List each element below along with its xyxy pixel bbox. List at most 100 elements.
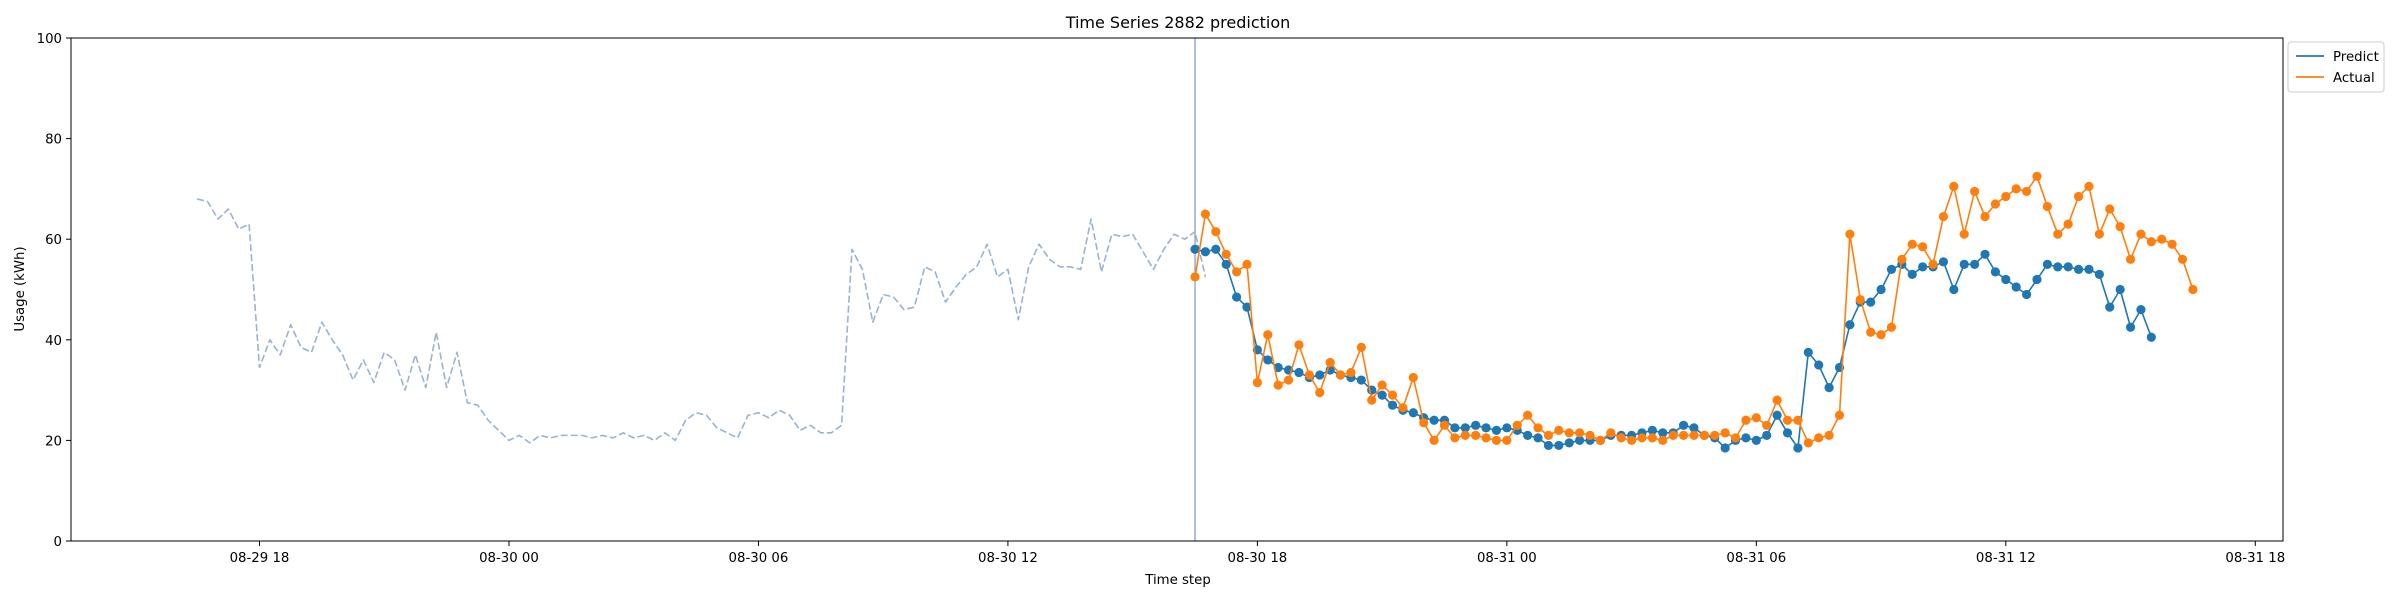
data-point-actual — [2042, 201, 2052, 212]
data-point-predict — [1315, 370, 1325, 380]
data-point-predict — [2063, 262, 2073, 272]
data-point-predict — [2053, 262, 2063, 272]
data-point-actual — [1419, 418, 1429, 428]
data-point-predict — [1824, 382, 1834, 393]
data-point-predict — [1689, 423, 1699, 433]
x-tick-label: 08-31 00 — [1477, 551, 1537, 566]
data-point-predict — [1294, 367, 1304, 378]
data-point-predict — [1356, 375, 1366, 385]
data-point-actual — [1741, 415, 1751, 425]
data-point-predict — [1741, 433, 1751, 443]
y-tick-label: 40 — [45, 334, 62, 349]
data-point-actual — [1377, 380, 1387, 390]
data-point-predict — [1575, 435, 1585, 445]
data-point-actual — [1533, 423, 1543, 433]
data-point-predict — [1772, 410, 1782, 420]
data-point-actual — [2032, 171, 2042, 181]
data-point-actual — [1398, 403, 1408, 413]
data-point-actual — [1325, 357, 1335, 368]
data-point-actual — [1866, 327, 1876, 337]
legend-label-predict: Predict — [2333, 50, 2379, 65]
data-point-actual — [1429, 435, 1439, 445]
data-point-actual — [1793, 415, 1803, 425]
data-point-actual — [1575, 428, 1585, 438]
data-point-predict — [1481, 423, 1491, 433]
data-point-predict — [1200, 247, 1211, 257]
data-point-predict — [1450, 423, 1460, 433]
data-point-actual — [1918, 242, 1928, 252]
data-point-actual — [1970, 186, 1980, 197]
data-point-actual — [1949, 181, 1959, 191]
data-point-actual — [2125, 254, 2136, 264]
data-point-actual — [1855, 294, 1865, 305]
data-point-predict — [2001, 274, 2011, 285]
data-point-actual — [1315, 388, 1325, 398]
data-point-predict — [1273, 362, 1283, 373]
data-point-actual — [1335, 370, 1346, 380]
x-tick-label: 08-31 18 — [2225, 551, 2285, 566]
data-point-predict — [1876, 284, 1886, 295]
x-tick-label: 08-29 18 — [230, 551, 290, 566]
data-point-predict — [1907, 269, 1917, 280]
data-point-actual — [1647, 433, 1657, 443]
data-point-actual — [2063, 219, 2073, 229]
data-point-actual — [1481, 433, 1491, 443]
data-point-predict — [1970, 259, 1980, 269]
data-point-actual — [2177, 254, 2188, 264]
data-point-predict — [2042, 259, 2052, 269]
data-point-actual — [1471, 430, 1481, 440]
data-point-actual — [1668, 430, 1678, 440]
data-point-predict — [1554, 440, 1564, 451]
data-point-actual — [2115, 222, 2125, 232]
data-point-actual — [1263, 330, 1273, 340]
data-point-actual — [1762, 420, 1772, 430]
data-point-actual — [1627, 435, 1637, 445]
data-point-predict — [1678, 420, 1689, 430]
data-point-actual — [1190, 272, 1200, 282]
data-point-actual — [2167, 239, 2177, 249]
data-point-predict — [1471, 420, 1481, 430]
x-tick-label: 08-30 00 — [479, 551, 539, 566]
data-point-actual — [1273, 380, 1283, 390]
data-point-actual — [2157, 234, 2167, 244]
x-tick-label: 08-30 06 — [729, 551, 789, 566]
data-point-actual — [2011, 184, 2021, 194]
data-point-actual — [2094, 229, 2104, 239]
data-point-predict — [1429, 415, 1439, 425]
data-point-actual — [1824, 430, 1834, 440]
legend-label-actual: Actual — [2333, 71, 2375, 86]
data-point-predict — [1564, 438, 1574, 448]
data-point-actual — [1304, 370, 1314, 380]
data-point-actual — [1450, 433, 1460, 443]
data-point-predict — [2073, 264, 2084, 274]
data-point-actual — [2084, 181, 2094, 191]
data-point-predict — [1502, 423, 1512, 433]
data-point-predict — [1232, 292, 1242, 302]
data-point-predict — [2022, 289, 2032, 300]
data-point-actual — [2146, 237, 2156, 247]
data-point-actual — [1523, 410, 1533, 420]
data-point-predict — [1190, 244, 1200, 254]
data-point-actual — [1658, 435, 1668, 445]
data-point-actual — [1460, 430, 1470, 440]
data-point-actual — [1294, 340, 1304, 350]
data-point-actual — [1346, 367, 1356, 378]
data-point-predict — [1533, 433, 1543, 443]
data-point-predict — [1658, 428, 1668, 438]
data-point-actual — [1512, 420, 1522, 430]
data-point-actual — [1595, 435, 1606, 445]
data-point-predict — [1543, 440, 1554, 451]
data-point-predict — [1949, 284, 1959, 295]
data-point-actual — [1211, 227, 1221, 237]
data-point-actual — [1283, 375, 1294, 385]
data-point-predict — [2084, 264, 2094, 274]
legend: Predict Actual — [2287, 41, 2385, 93]
data-point-predict — [1918, 262, 1928, 272]
y-axis-label: Usage (kWh) — [13, 246, 28, 331]
data-point-actual — [1928, 259, 1938, 269]
y-tick-label: 20 — [45, 434, 62, 449]
data-point-predict — [1938, 257, 1949, 267]
data-point-actual — [2001, 191, 2011, 202]
